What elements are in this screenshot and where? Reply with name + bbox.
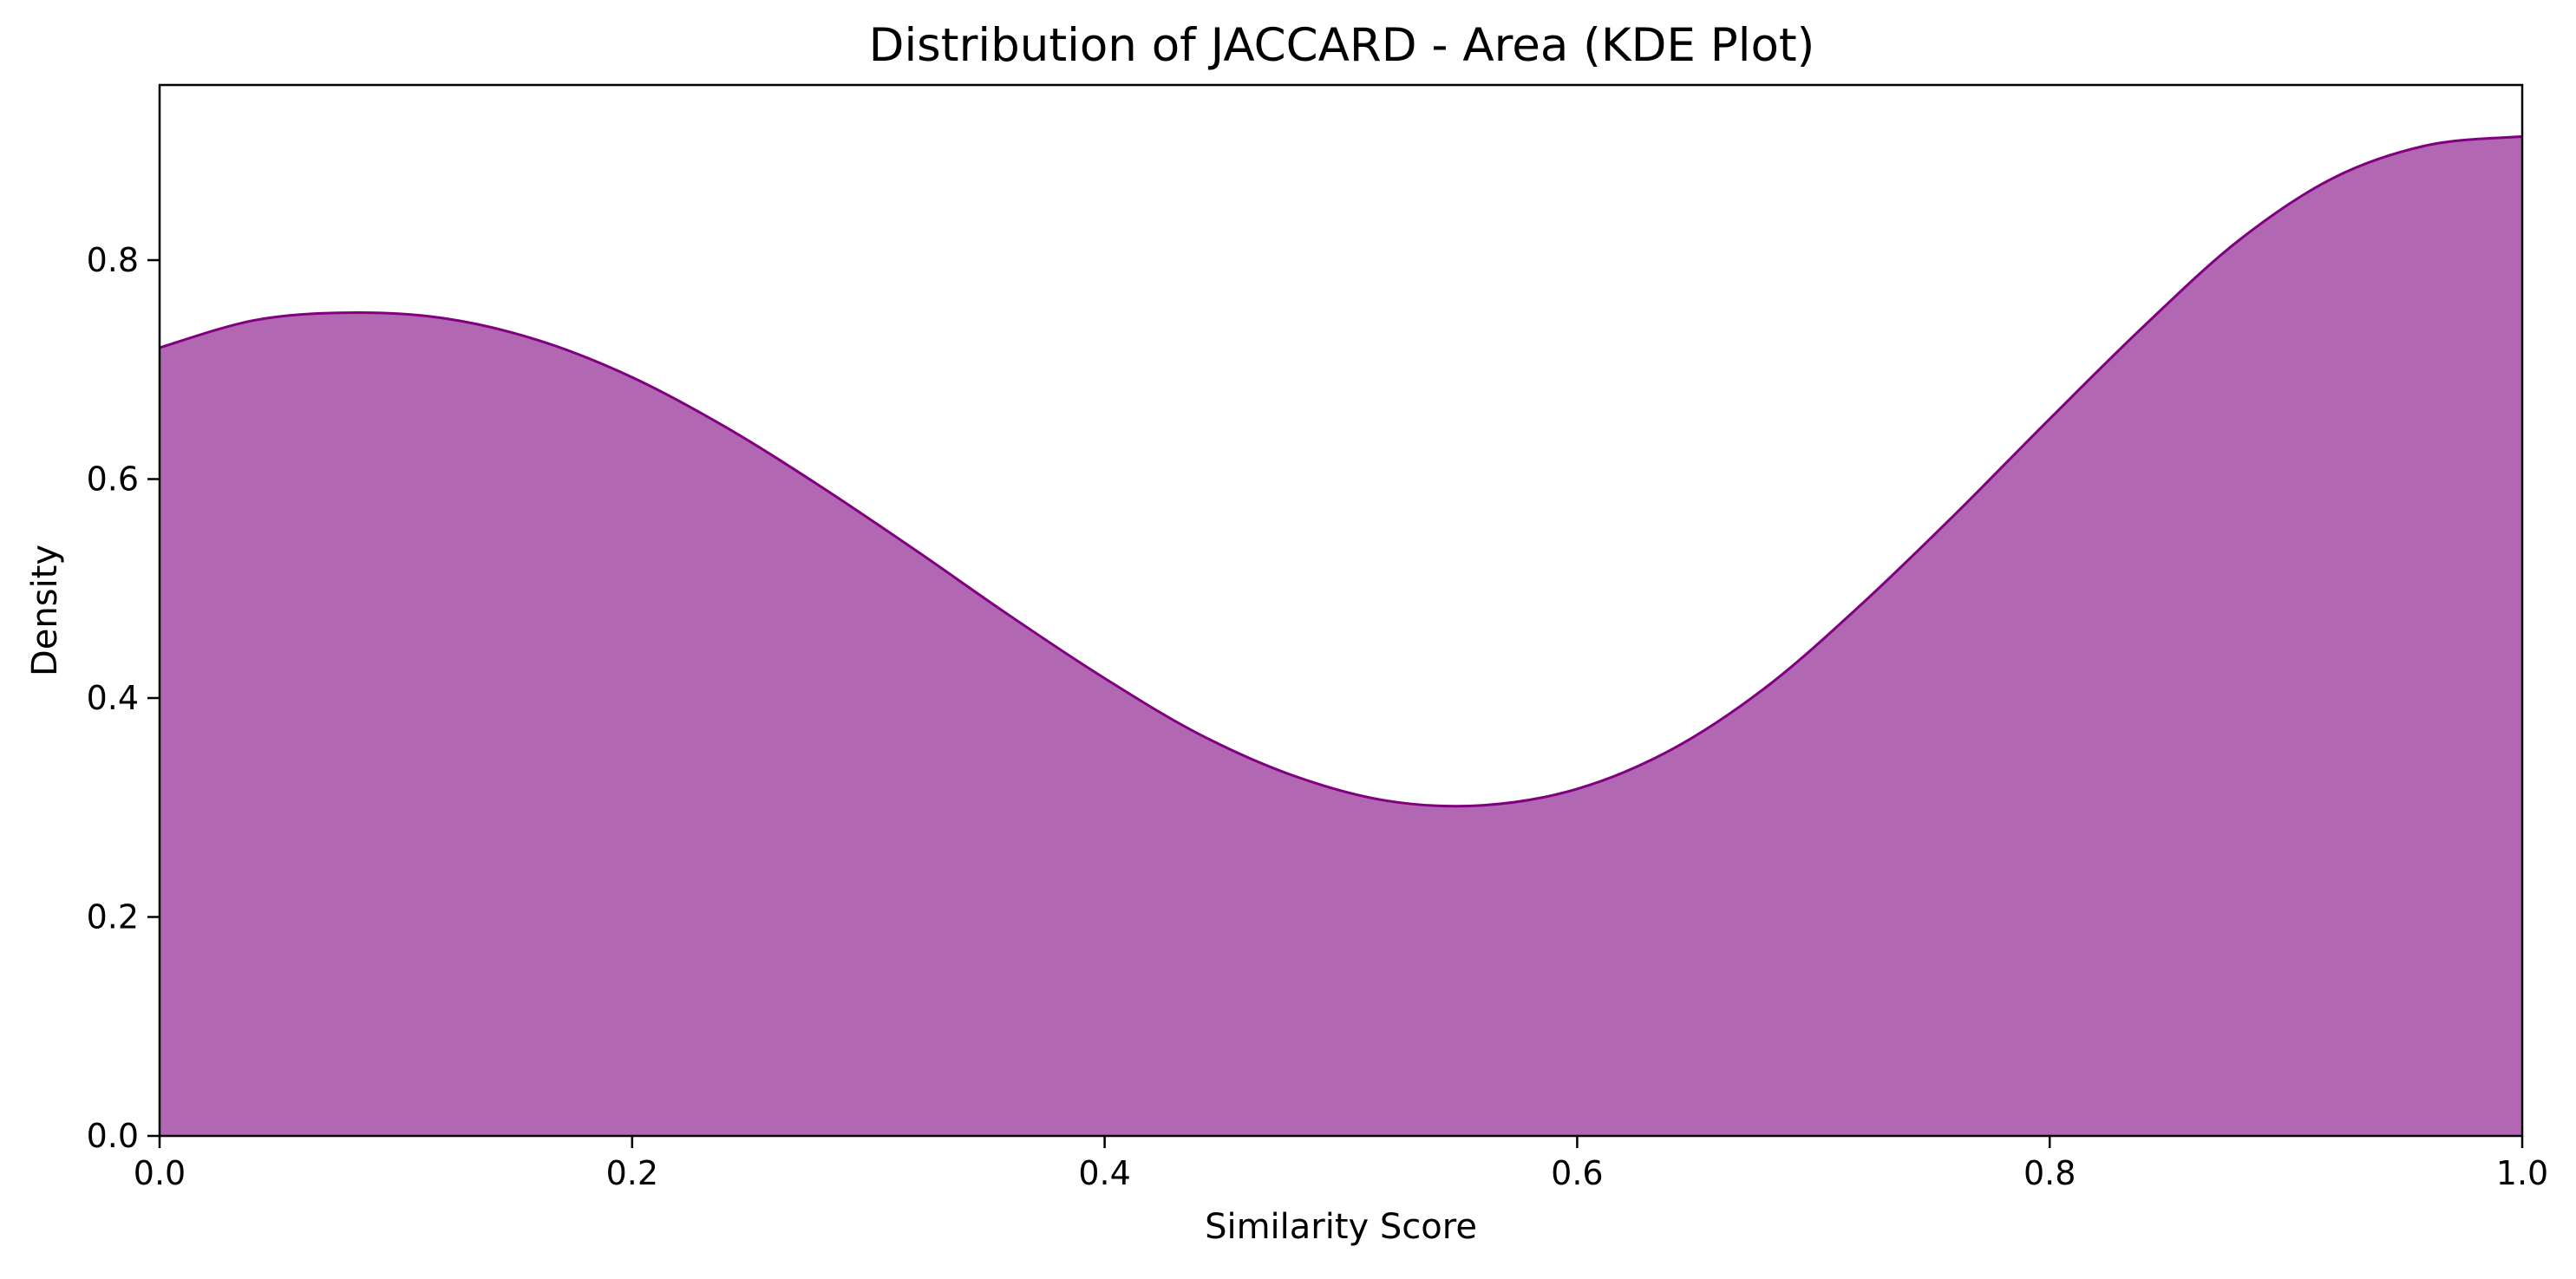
y-tick-label: 0.0: [87, 1117, 139, 1155]
kde-curve-line: [159, 134, 2523, 808]
chart-title: Distribution of JACCARD - Area (KDE Plot…: [869, 19, 1815, 72]
x-tick-label: 0.2: [606, 1154, 658, 1192]
x-tick-label: 0.6: [1551, 1154, 1603, 1192]
x-tick-label: 0.8: [2024, 1154, 2076, 1192]
y-tick-label: 0.2: [87, 898, 139, 936]
y-tick-label: 0.6: [87, 460, 139, 499]
x-tick-label: 0.0: [134, 1154, 186, 1192]
plot-frame: [158, 83, 2524, 1138]
plot-area: [159, 134, 2523, 1136]
x-tick-label: 0.4: [1078, 1154, 1130, 1192]
y-axis-label: Density: [25, 545, 65, 676]
y-tick-label: 0.8: [87, 241, 139, 279]
y-tick-label: 0.4: [87, 679, 139, 717]
kde-area-fill: [160, 136, 2522, 1136]
x-axis-label: Similarity Score: [1205, 1207, 1477, 1247]
x-tick-label: 1.0: [2496, 1154, 2548, 1192]
x-axis-ticks: 0.0 0.2 0.4 0.6 0.8 1.0: [134, 1136, 2548, 1192]
y-axis-ticks: 0.0 0.2 0.4 0.6 0.8: [87, 241, 160, 1155]
